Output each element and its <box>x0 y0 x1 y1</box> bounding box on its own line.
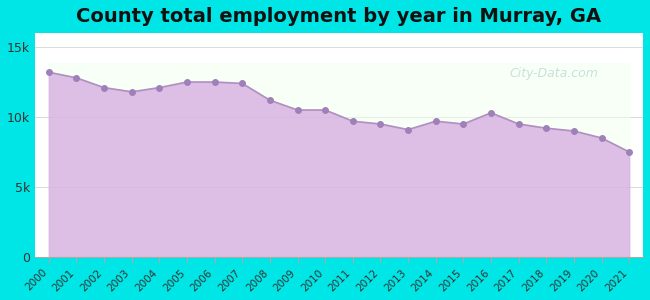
Text: City-Data.com: City-Data.com <box>509 67 598 80</box>
Title: County total employment by year in Murray, GA: County total employment by year in Murra… <box>77 7 601 26</box>
